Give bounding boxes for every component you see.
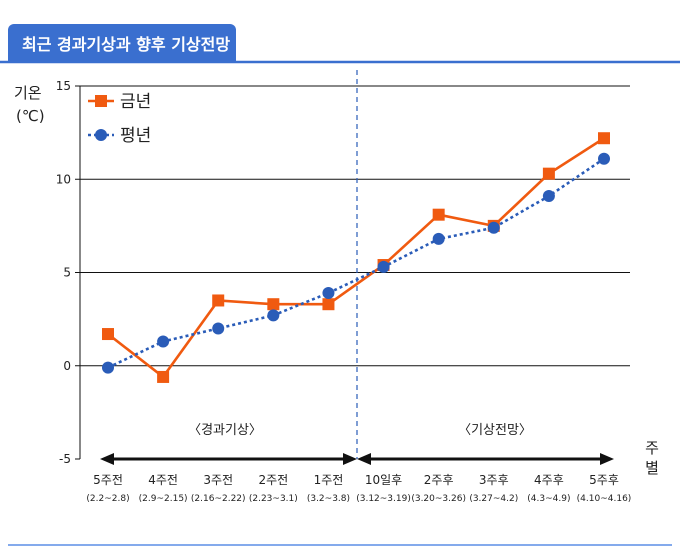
- data-point-current: [432, 208, 445, 221]
- legend-label: 평년: [120, 126, 151, 146]
- x-tick-sublabel: (2.16~2.22): [191, 494, 246, 504]
- arrowhead-past-right: [343, 453, 357, 465]
- header-tab-lower: [8, 44, 236, 62]
- x-tick-sublabel: (2.23~3.1): [249, 494, 298, 504]
- labels-group: 〈경과기상〉 〈기상전망〉 5주전 (2.2~2.8) 4주전 (2.9~2.15) 3주전…: [86, 92, 631, 504]
- x-tick-sublabel: (2.9~2.15): [139, 494, 188, 504]
- series-group: [102, 132, 610, 383]
- past-period-label: 〈경과기상〉: [188, 423, 262, 438]
- data-point-normal: [598, 152, 610, 165]
- y-tick-label: -5: [59, 452, 71, 466]
- data-point-normal: [432, 232, 445, 245]
- y-tick-label: 0: [63, 359, 71, 373]
- x-tick-label: 1주전: [314, 473, 344, 487]
- legend-marker-square: [95, 95, 107, 107]
- x-tick-sublabel: (4.10~4.16): [577, 494, 632, 504]
- x-tick-sublabel: (2.2~2.8): [86, 494, 129, 504]
- x-tick-label: 10일후: [365, 473, 402, 487]
- data-point-current: [322, 298, 335, 311]
- data-point-normal: [102, 361, 114, 374]
- data-point-normal: [322, 287, 335, 300]
- data-point-current: [212, 294, 225, 307]
- data-point-normal: [267, 309, 280, 322]
- legend-label: 금년: [120, 92, 151, 112]
- data-point-current: [542, 167, 555, 180]
- x-tick-label: 4주후: [534, 473, 564, 487]
- arrowhead-future-left: [357, 453, 371, 465]
- data-point-current: [157, 370, 170, 383]
- x-tick-sublabel: (3.27~4.2): [469, 494, 518, 504]
- data-point-current: [267, 298, 280, 311]
- y-tick-label: 15: [56, 79, 71, 93]
- arrowhead-right: [600, 453, 614, 465]
- data-point-normal: [542, 190, 555, 203]
- data-point-normal: [157, 335, 170, 348]
- x-axis-title-char: 주: [645, 439, 659, 457]
- x-tick-sublabel: (3.12~3.19): [356, 494, 411, 504]
- x-tick-label: 2주후: [424, 473, 454, 487]
- x-tick-sublabel: (3.2~3.8): [307, 494, 350, 504]
- data-point-current: [102, 328, 114, 341]
- x-tick-label: 5주후: [589, 473, 619, 487]
- series-line-current: [107, 137, 605, 379]
- x-tick-label: 3주전: [203, 473, 233, 487]
- header-title: 최근 경과기상과 향후 기상전망: [22, 35, 230, 54]
- axes-group: -5 0 5 10 15 기온 (℃) 주별: [14, 70, 659, 477]
- data-point-current: [598, 132, 610, 145]
- x-tick-sublabel: (4.3~4.9): [527, 494, 570, 504]
- y-tick-label: 5: [63, 266, 71, 280]
- data-point-normal: [212, 322, 225, 335]
- x-tick-label: 5주전: [93, 473, 123, 487]
- series-line-normal: [107, 157, 605, 369]
- y-axis-unit: (℃): [16, 107, 45, 125]
- future-period-label: 〈기상전망〉: [458, 423, 532, 438]
- x-tick-sublabel: (3.20~3.26): [411, 494, 466, 504]
- x-tick-label: 4주전: [148, 473, 178, 487]
- y-axis-title: 기온: [14, 84, 42, 102]
- x-axis-title-char: 별: [645, 459, 659, 477]
- data-point-normal: [487, 221, 500, 234]
- legend-marker-circle: [95, 129, 107, 141]
- arrowhead-left: [100, 453, 114, 465]
- y-tick-label: 10: [56, 172, 71, 186]
- x-tick-label: 3주후: [479, 473, 509, 487]
- data-point-normal: [377, 260, 390, 273]
- x-tick-label: 2주전: [258, 473, 288, 487]
